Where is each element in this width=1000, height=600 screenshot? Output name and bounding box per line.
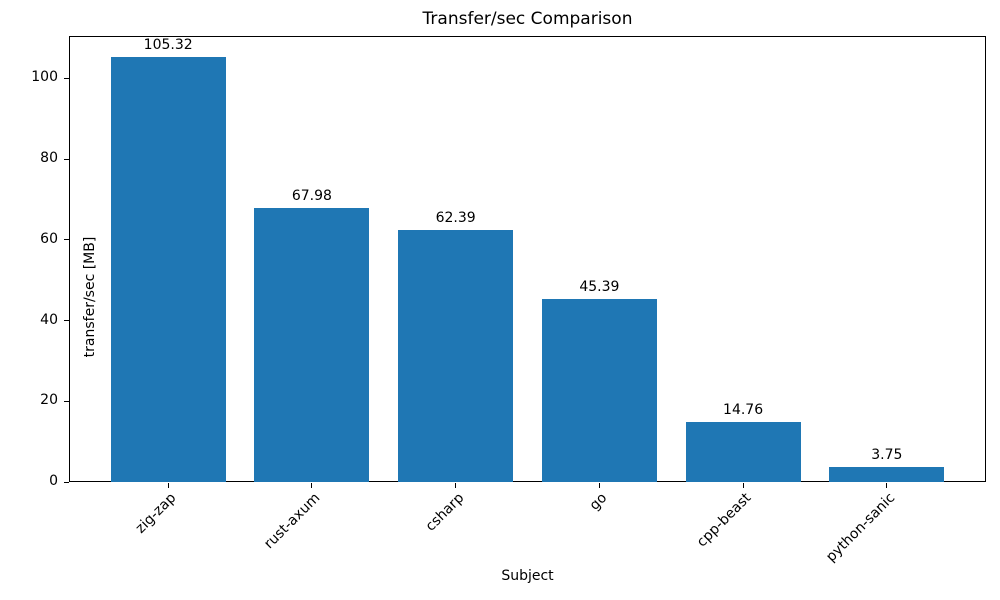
bar-value-label: 105.32 [143,36,193,53]
y-tick-mark [64,158,69,160]
y-tick-mark [64,320,69,322]
bar-cpp-beast [685,422,801,482]
bar-value-label: 62.39 [435,210,476,227]
bar-value-label: 45.39 [579,278,620,295]
bar-python-sanic [829,466,945,482]
y-axis-label: transfer/sec [MB] [82,236,98,358]
bar-value-label: 14.76 [723,402,764,419]
bar-go [541,298,657,482]
bar-value-label: 3.75 [871,446,903,463]
x-tick-mark [311,483,313,488]
y-tick-label: 40 [40,311,58,328]
y-tick-mark [64,77,69,79]
y-tick-mark [64,400,69,402]
y-tick-mark [64,239,69,241]
y-tick-label: 60 [40,230,58,247]
bar-rust-axum [254,207,370,482]
x-tick-mark [886,483,888,488]
y-tick-label: 20 [40,392,58,409]
bar-zig-zap [110,56,226,482]
x-tick-mark [742,483,744,488]
chart-title: Transfer/sec Comparison [422,9,633,29]
bar-csharp [398,230,514,482]
x-tick-mark [455,483,457,488]
x-tick-mark [167,483,169,488]
y-tick-mark [64,481,69,483]
y-tick-label: 0 [49,473,58,489]
y-tick-label: 80 [40,150,58,167]
x-tick-mark [598,483,600,488]
x-axis-label: Subject [501,568,554,584]
y-tick-label: 100 [31,69,58,86]
bar-value-label: 67.98 [291,187,332,204]
